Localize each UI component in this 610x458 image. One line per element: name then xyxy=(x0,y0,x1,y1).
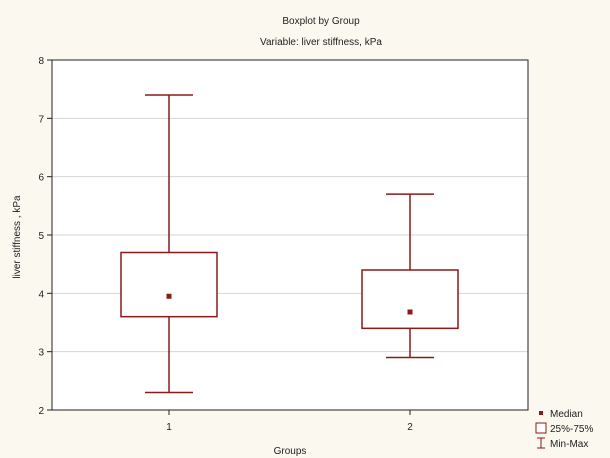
x-tick-label: 2 xyxy=(407,422,413,433)
y-axis-label: liver stiffness , kPa xyxy=(12,195,23,279)
legend: Median 25%-75% Min-Max xyxy=(535,409,593,450)
box-iqr xyxy=(120,251,218,318)
legend-box-marker xyxy=(535,422,547,434)
chart-subtitle: Variable: liver stiffness, kPa xyxy=(260,37,382,48)
legend-label: 25%-75% xyxy=(550,424,593,435)
y-tick-label: 2 xyxy=(38,406,44,417)
y-tick-label: 5 xyxy=(38,231,44,242)
legend-label: Median xyxy=(550,409,583,420)
median-marker xyxy=(166,293,172,299)
median-marker xyxy=(407,309,413,315)
x-tick-label: 1 xyxy=(166,422,172,433)
legend-median-marker xyxy=(539,411,543,415)
y-tick-label: 8 xyxy=(38,56,44,67)
chart-title: Boxplot by Group xyxy=(282,16,360,27)
box-iqr xyxy=(361,269,459,330)
y-tick-label: 3 xyxy=(38,348,44,359)
plot-area: 2 3 4 5 6 7 8 1 2 xyxy=(38,56,529,433)
legend-label: Min-Max xyxy=(550,439,588,450)
y-tick-label: 6 xyxy=(38,173,44,184)
x-axis-label: Groups xyxy=(274,446,307,457)
y-tick-label: 4 xyxy=(38,289,44,300)
plot-border xyxy=(51,59,529,411)
y-tick-label: 7 xyxy=(38,114,44,125)
